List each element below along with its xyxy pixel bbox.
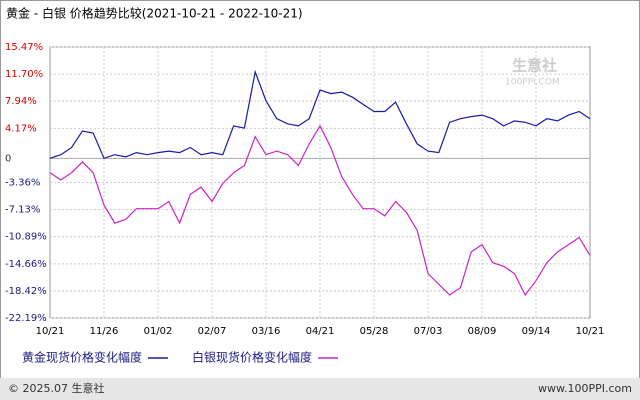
- y-tick-label: -10.89%: [5, 232, 47, 243]
- y-tick-label: -7.13%: [5, 205, 40, 216]
- chart-title: 黄金 - 白银 价格趋势比较(2021-10-21 - 2022-10-21): [6, 6, 303, 21]
- x-tick-label: 01/02: [144, 326, 173, 337]
- y-tick-label: -3.36%: [5, 178, 40, 189]
- x-tick-label: 07/03: [414, 326, 443, 337]
- y-tick-label: 7.94%: [5, 96, 37, 107]
- y-tick-label: -22.19%: [5, 313, 47, 324]
- x-tick-label: 05/28: [360, 326, 389, 337]
- watermark: 100PPI.COM: [505, 78, 560, 88]
- y-tick-label: -18.42%: [5, 286, 47, 297]
- x-tick-label: 11/26: [90, 326, 119, 337]
- x-tick-label: 03/16: [252, 326, 281, 337]
- watermark: 生意社: [512, 57, 557, 75]
- footer-left: © 2025.07 生意社: [8, 381, 104, 395]
- y-tick-label: 0: [5, 153, 11, 164]
- x-tick-label: 02/07: [198, 326, 227, 337]
- x-tick-label: 04/21: [306, 326, 335, 337]
- x-tick-label: 08/09: [468, 326, 497, 337]
- y-tick-label: 11.70%: [5, 69, 43, 80]
- y-tick-label: -14.66%: [5, 259, 47, 270]
- legend-label: 白银现货价格变化幅度: [192, 350, 312, 365]
- y-tick-label: 15.47%: [5, 42, 43, 53]
- x-tick-label: 10/21: [36, 326, 65, 337]
- series-line: [49, 69, 591, 160]
- x-tick-label: 10/21: [576, 326, 605, 337]
- series-line: [49, 124, 591, 297]
- x-tick-label: 09/14: [522, 326, 551, 337]
- legend-label: 黄金现货价格变化幅度: [22, 350, 142, 365]
- footer-bar: [0, 378, 640, 400]
- y-tick-label: 4.17%: [5, 123, 37, 134]
- footer-right: www.100PPI.com: [538, 382, 632, 395]
